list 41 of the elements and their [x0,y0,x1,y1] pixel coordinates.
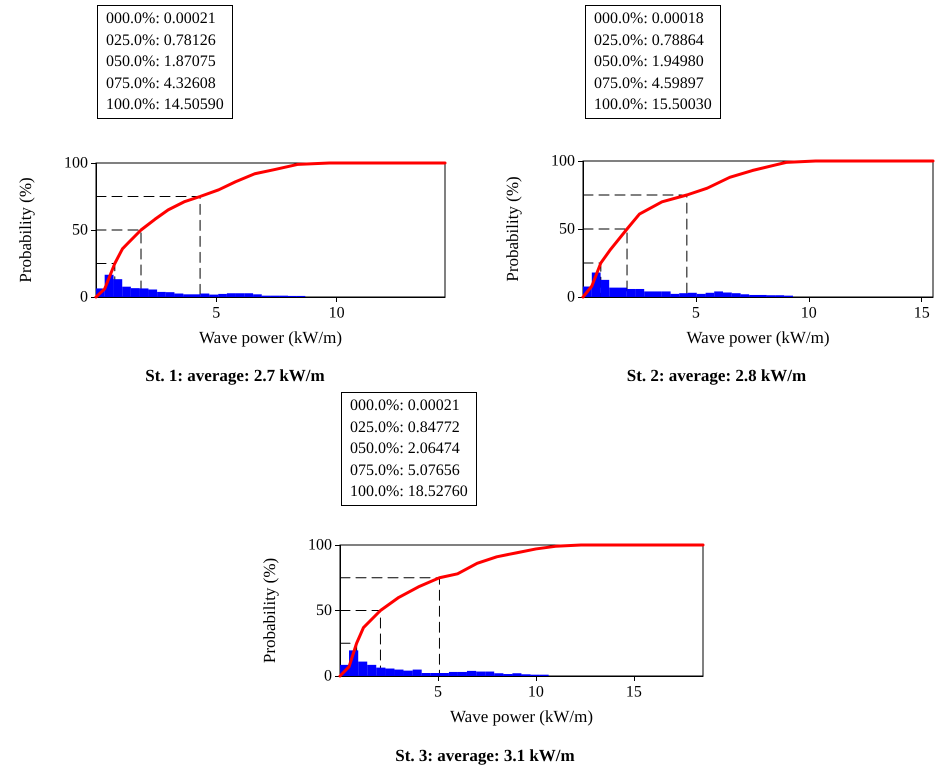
text: 075.0%: 5.07656 [350,460,461,480]
y-tick-label: 0 [80,288,88,306]
x-tick-label: 5 [434,684,442,700]
y-tick-label: 0 [567,288,575,306]
text: 025.0%: 0.78864 [594,30,705,50]
y-tick-label: 100 [64,154,88,172]
text: 050.0%: 1.94980 [594,52,705,72]
y-tick-label: 50 [72,222,88,238]
y-tick-label: 0 [324,668,332,684]
text: 050.0%: 1.87075 [106,52,217,72]
x-tick-label: 10 [328,304,345,322]
y-tick-label: 50 [559,220,575,238]
x-tick-label: 15 [914,304,930,322]
text: 000.0%: 0.00018 [594,9,705,29]
text: St. 3: average: 3.1 kW/m [394,746,576,766]
text: 100.0%: 14.50590 [106,95,224,115]
text: 050.0%: 2.06474 [350,439,461,459]
x-tick-label: 10 [528,684,544,700]
x-tick-label: 10 [800,304,817,322]
text: 000.0%: 0.00021 [106,9,217,29]
x-axis-title: Wave power (kW/m) [198,328,342,347]
text: 075.0%: 4.59897 [594,74,705,94]
text: 100.0%: 18.52760 [350,482,468,502]
text: St. 1: average: 2.7 kW/m [144,366,326,386]
y-tick-label: 100 [551,152,575,170]
x-axis-title: Wave power (kW/m) [450,707,594,726]
y-tick-label: 100 [308,536,332,554]
y-axis-title: Probability (%) [260,558,279,664]
text: 075.0%: 4.32608 [106,74,217,94]
text: 000.0%: 0.00021 [350,396,461,416]
x-axis-title: Wave power (kW/m) [686,328,830,347]
text: 025.0%: 0.78126 [106,30,217,50]
x-tick-label: 5 [212,304,220,322]
y-tick-label: 50 [316,602,332,619]
text: 100.0%: 15.50030 [594,95,712,115]
y-axis-title: Probability (%) [503,176,522,282]
x-tick-label: 15 [626,684,642,700]
x-tick-label: 5 [692,304,700,322]
text: St. 2: average: 2.8 kW/m [626,366,808,386]
text: 025.0%: 0.84772 [350,418,461,438]
y-axis-title: Probability (%) [16,177,35,283]
